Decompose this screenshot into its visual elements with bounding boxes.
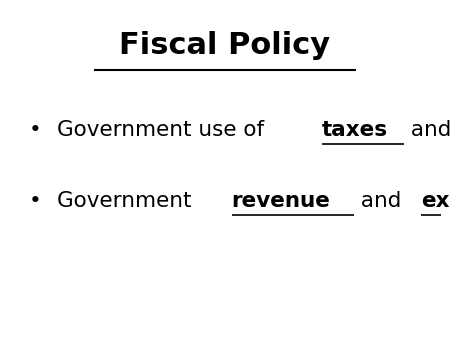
Text: and: and <box>354 191 408 212</box>
Text: taxes: taxes <box>322 120 388 140</box>
Text: and: and <box>404 120 450 140</box>
Text: Government: Government <box>57 191 198 212</box>
Text: revenue: revenue <box>232 191 330 212</box>
Text: expenditure: expenditure <box>421 191 450 212</box>
Text: Government use of: Government use of <box>57 120 270 140</box>
Text: •: • <box>28 191 41 212</box>
Text: •: • <box>28 120 41 140</box>
Text: Fiscal Policy: Fiscal Policy <box>119 31 331 60</box>
